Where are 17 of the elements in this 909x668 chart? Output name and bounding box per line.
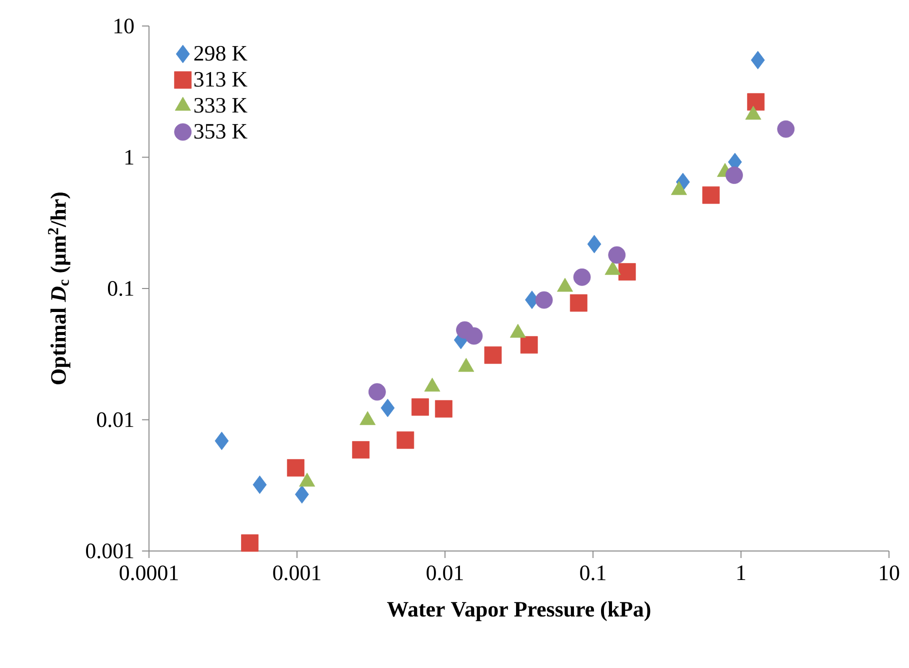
y-axis-title: Optimal D$_{c}$ (µm$^{2}$/hr) [48,192,70,384]
y-tick-label: 1 [125,150,134,164]
x-tick-label: 0.1 [580,565,606,580]
legend-label: 353 K [194,124,248,139]
x-axis-title: Water Vapor Pressure (kPa) [387,601,650,622]
y-tick-label: 0.001 [86,544,134,558]
x-tick-label: 0.01 [426,565,463,580]
y-tick-label: 0.01 [96,412,134,428]
legend-label: 313 K [194,72,248,87]
legend-label: 333 K [194,98,248,113]
y-tick-label: 0.1 [108,281,134,296]
x-tick-label: 0.001 [273,565,320,580]
x-tick-label: 0.0001 [120,565,178,580]
y-tick-label: 10 [114,18,134,34]
legend-label: 298 K [194,46,248,61]
x-tick-label: 10 [880,565,900,580]
x-tick-label: 1 [737,565,746,580]
